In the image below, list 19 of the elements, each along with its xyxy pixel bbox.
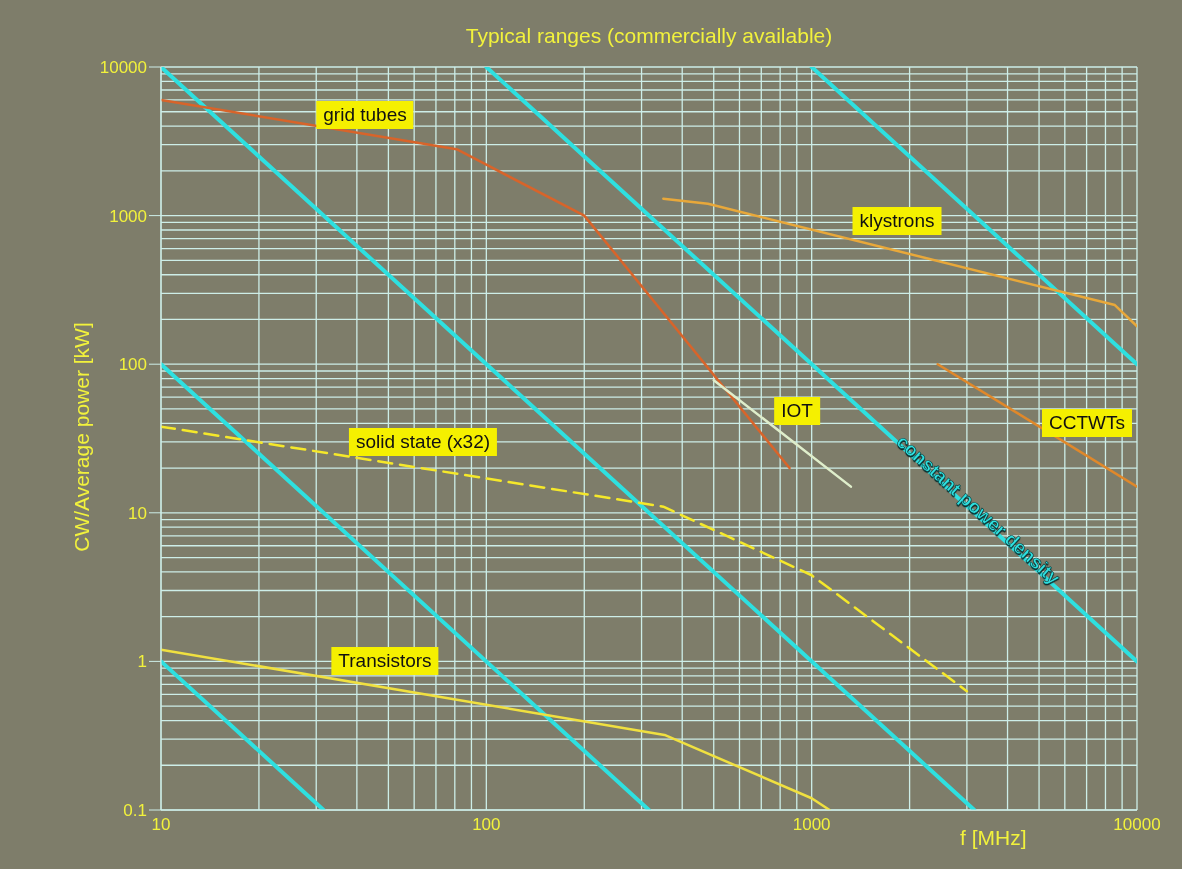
y-tick-label: 1000 <box>109 206 147 226</box>
y-axis-title: CW/Average power [kW] <box>70 320 94 554</box>
series-label: IOT <box>774 397 820 425</box>
y-tick-label: 0.1 <box>123 801 147 821</box>
y-tick-label: 1 <box>137 652 147 672</box>
x-tick-label: 1000 <box>792 815 831 835</box>
series-label: solid state (x32) <box>348 428 498 456</box>
x-tick-label: 10000 <box>1113 815 1161 835</box>
x-tick-label: 10 <box>151 815 171 835</box>
series-label: Transistors <box>331 647 439 675</box>
series-label: klystrons <box>852 207 942 235</box>
y-tick-label: 10000 <box>99 58 147 78</box>
series-label: CCTWTs <box>1042 409 1132 437</box>
x-axis-title: f [MHz] <box>960 826 1027 850</box>
x-tick-label: 100 <box>472 815 501 835</box>
series-label: grid tubes <box>316 101 414 129</box>
y-tick-label: 10 <box>128 503 147 523</box>
y-tick-label: 100 <box>118 355 147 375</box>
chart-title: Typical ranges (commercially available) <box>464 24 834 48</box>
